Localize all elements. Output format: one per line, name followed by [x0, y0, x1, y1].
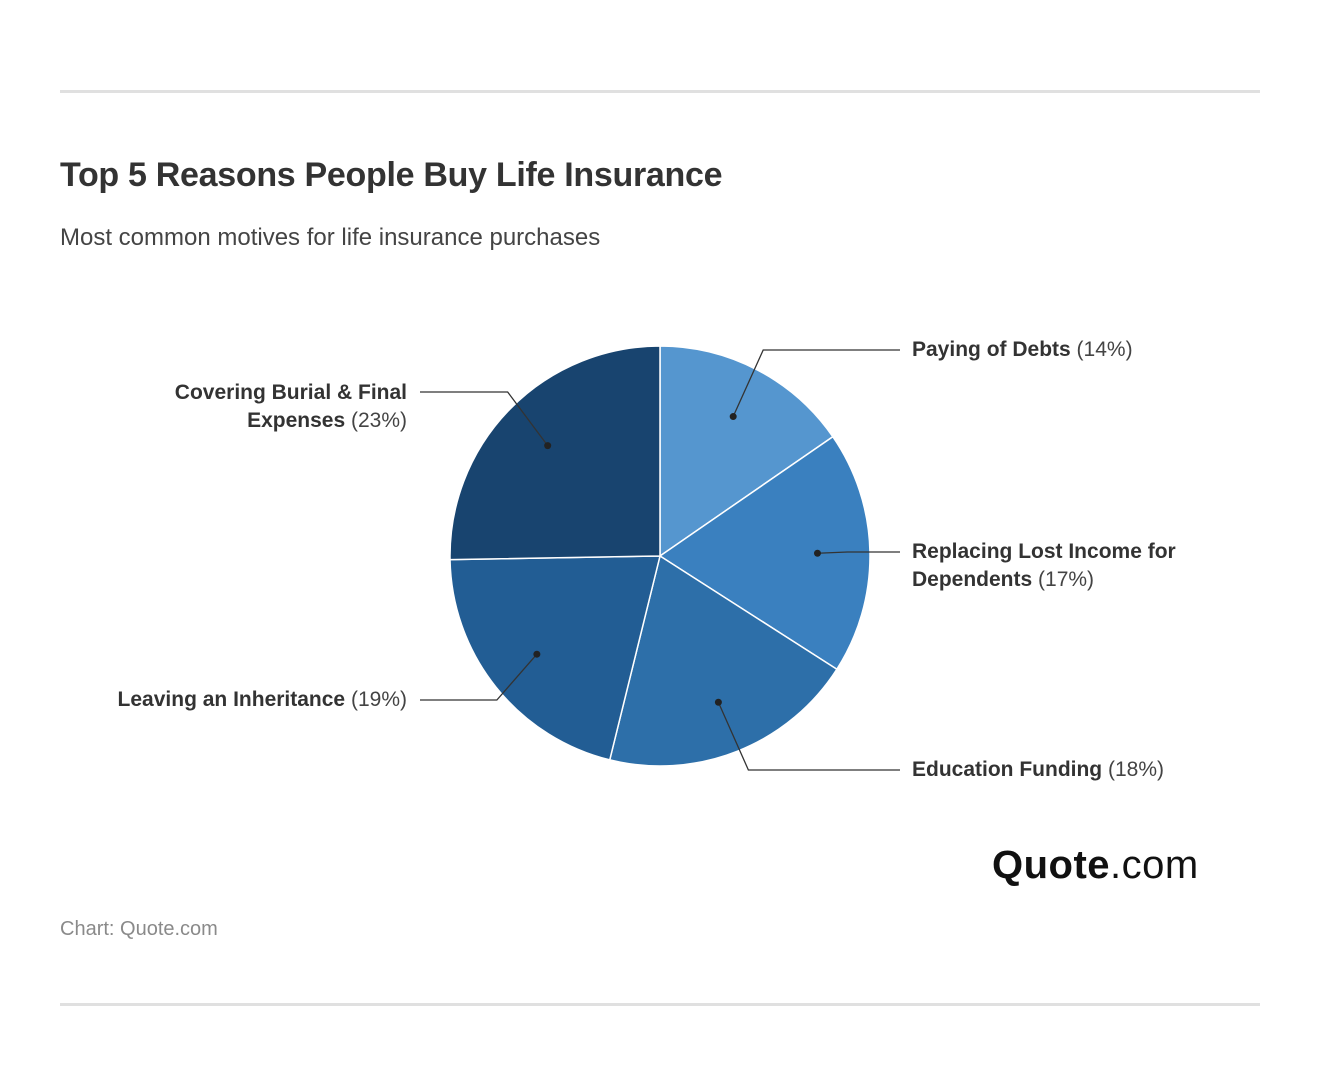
- slice-covering-burial: [449, 345, 661, 561]
- quote-logo: Quote.com: [992, 843, 1199, 888]
- leader-line: [420, 653, 538, 701]
- leader-dot: [544, 442, 552, 450]
- chart-subtitle: Most common motives for life insurance p…: [60, 224, 601, 251]
- leader-line: [420, 391, 549, 446]
- leader-line: [817, 551, 900, 554]
- label-name: Education Funding: [912, 758, 1103, 781]
- slice-education-funding: [608, 554, 838, 767]
- label-name-line2: Expenses: [247, 409, 346, 432]
- label-percent: (23%): [350, 409, 407, 432]
- logo-brand: Quote: [992, 843, 1111, 887]
- label-replacing-lost-income: Replacing Lost Income for Dependents (17…: [912, 538, 1176, 594]
- label-name-line2: Dependents: [912, 568, 1033, 591]
- label-percent: (17%): [1038, 568, 1095, 591]
- logo-tld: .com: [1110, 843, 1199, 887]
- chart-title: Top 5 Reasons People Buy Life Insurance: [60, 156, 723, 194]
- leader-dot: [714, 698, 722, 706]
- label-education-funding: Education Funding (18%): [912, 756, 1164, 784]
- label-percent: (18%): [1107, 758, 1165, 781]
- leader-line: [717, 702, 900, 771]
- label-name-line1: Covering Burial & Final: [174, 381, 407, 404]
- label-percent: (19%): [350, 688, 407, 711]
- chart-source: Chart: Quote.com: [60, 918, 218, 940]
- label-name: Paying of Debts: [912, 338, 1071, 361]
- leader-dot: [729, 413, 737, 421]
- leader-dot: [813, 549, 821, 557]
- label-name: Leaving an Inheritance: [117, 688, 346, 711]
- slice-leaving-an-inheritance: [449, 555, 661, 761]
- top-divider: [60, 90, 1260, 93]
- leader-line: [732, 349, 900, 417]
- slice-paying-of-debts: [659, 345, 834, 558]
- label-percent: (14%): [1076, 338, 1133, 361]
- label-leaving-an-inheritance: Leaving an Inheritance (19%): [118, 686, 407, 714]
- label-paying-of-debts: Paying of Debts (14%): [912, 336, 1133, 364]
- label-covering-burial: Covering Burial & Final Expenses (23%): [175, 379, 407, 435]
- label-name-line1: Replacing Lost Income for: [912, 540, 1176, 563]
- bottom-divider: [60, 1003, 1260, 1006]
- leader-dot: [533, 650, 541, 658]
